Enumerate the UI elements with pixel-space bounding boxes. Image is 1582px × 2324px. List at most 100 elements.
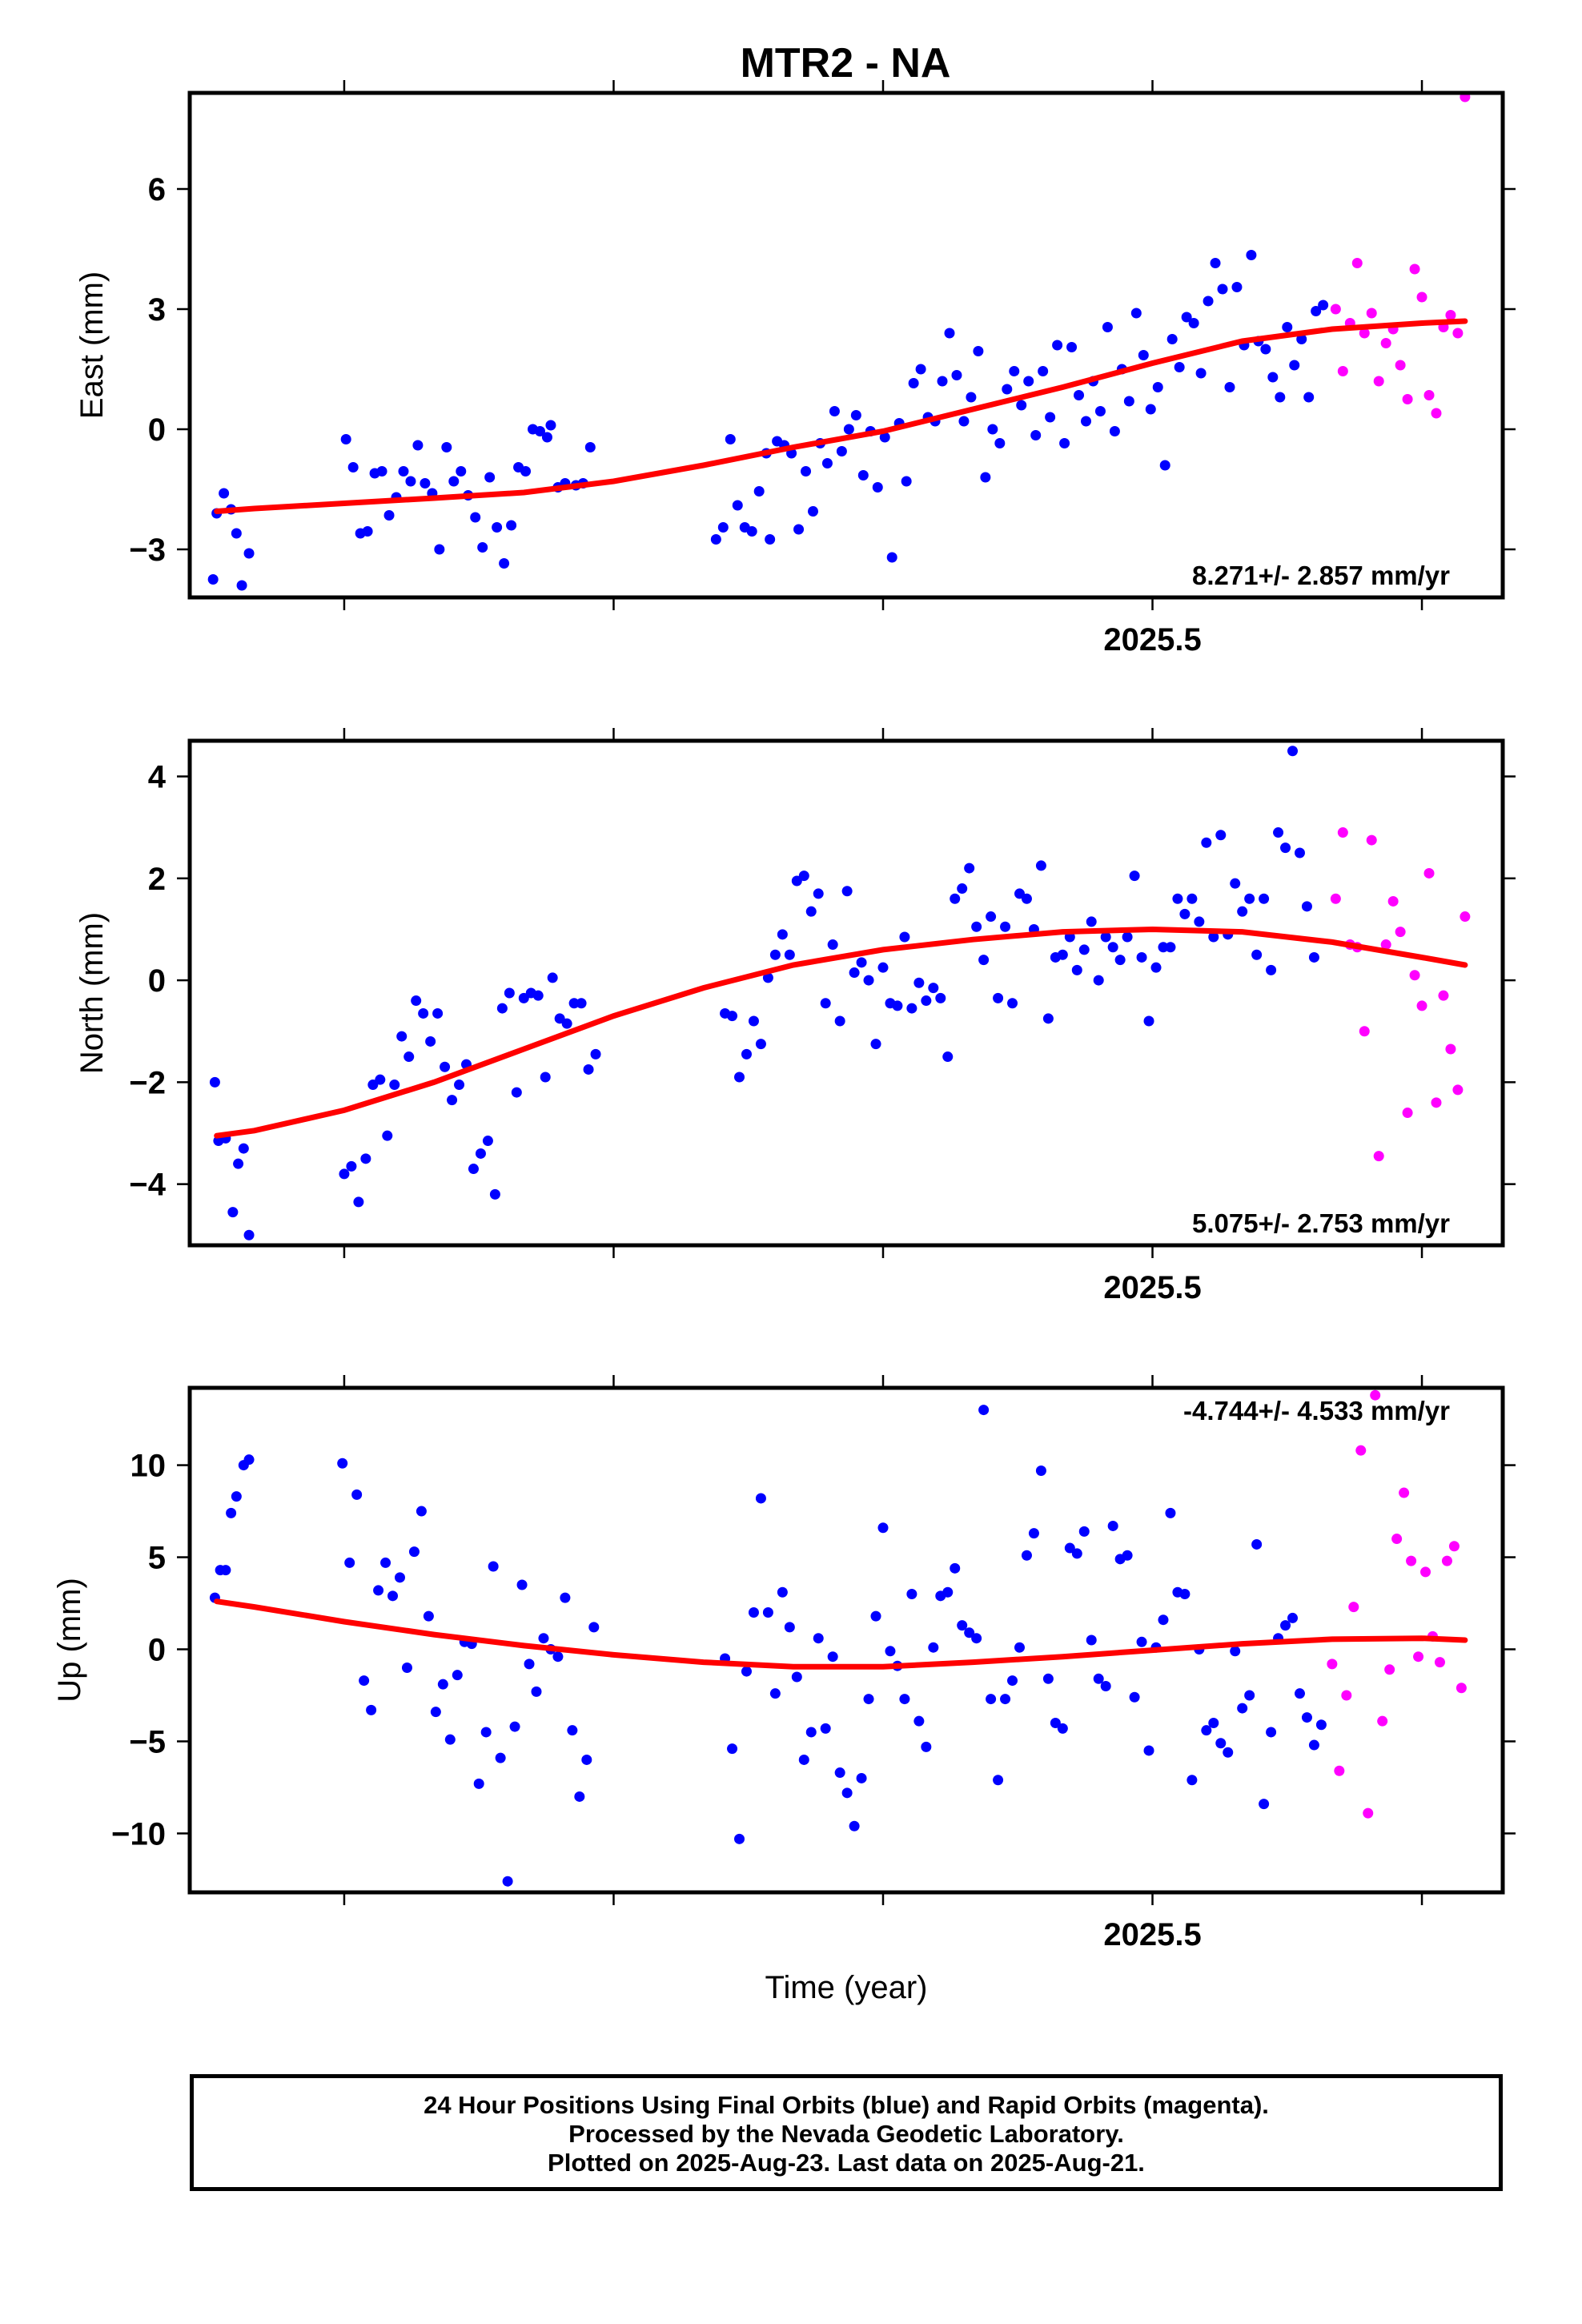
final-orbit-point	[554, 1013, 565, 1024]
final-orbit-point	[408, 1546, 420, 1558]
final-orbit-point	[1201, 837, 1212, 848]
final-orbit-point	[499, 558, 510, 569]
final-orbit-point	[1260, 344, 1271, 355]
final-orbit-point	[456, 466, 467, 476]
rapid-orbit-point	[1341, 1690, 1352, 1701]
final-orbit-point	[1179, 908, 1191, 919]
rapid-orbit-point	[1366, 308, 1377, 319]
final-orbit-point	[957, 1620, 968, 1631]
final-orbit-point	[973, 346, 984, 356]
final-orbit-point	[1064, 1542, 1075, 1554]
final-orbit-point	[382, 1130, 393, 1141]
final-orbit-point	[1203, 296, 1214, 307]
final-orbit-point	[906, 1589, 917, 1600]
final-orbit-point	[1181, 312, 1192, 323]
rapid-orbit-point	[1431, 408, 1442, 419]
final-orbit-point	[423, 1610, 434, 1622]
final-orbit-point	[765, 534, 776, 545]
final-orbit-point	[1188, 318, 1199, 328]
final-orbit-point	[1308, 951, 1319, 963]
final-orbit-point	[798, 1754, 809, 1765]
final-orbit-point	[805, 906, 817, 917]
y-tick-label: 6	[148, 172, 166, 207]
final-orbit-point	[755, 1039, 766, 1050]
final-orbit-point	[834, 1015, 845, 1027]
final-orbit-point	[1071, 964, 1082, 975]
final-orbit-point	[951, 370, 962, 380]
final-orbit-point	[1195, 368, 1207, 379]
final-orbit-point	[827, 939, 838, 951]
final-orbit-point	[899, 1694, 910, 1705]
chart-title: MTR2 - NA	[741, 40, 951, 86]
final-orbit-point	[1066, 342, 1078, 352]
final-orbit-point	[359, 1675, 370, 1687]
final-orbit-point	[226, 1507, 237, 1518]
final-orbit-point	[834, 1767, 845, 1779]
final-orbit-point	[404, 1051, 415, 1063]
final-orbit-point	[734, 1072, 745, 1083]
final-orbit-point	[506, 520, 517, 531]
rapid-orbit-point	[1373, 1151, 1384, 1162]
final-orbit-point	[243, 1454, 255, 1466]
rapid-orbit-point	[1416, 1000, 1427, 1011]
final-orbit-point	[401, 1662, 412, 1673]
final-orbit-point	[986, 1694, 997, 1705]
velocity-annotation: 5.075+/- 2.753 mm/yr	[1192, 1208, 1450, 1238]
final-orbit-point	[1172, 893, 1183, 904]
final-orbit-point	[398, 466, 409, 476]
final-orbit-point	[560, 1592, 571, 1603]
final-orbit-point	[516, 1579, 528, 1590]
final-orbit-point	[367, 1080, 379, 1091]
final-orbit-point	[1123, 396, 1134, 407]
final-orbit-point	[389, 1080, 400, 1091]
y-tick-label: 2	[148, 862, 166, 897]
final-orbit-point	[1259, 1799, 1270, 1810]
final-orbit-point	[524, 1659, 535, 1670]
final-orbit-point	[958, 416, 970, 427]
final-orbit-point	[1014, 1642, 1025, 1653]
final-orbit-point	[1259, 893, 1270, 904]
y-tick-label: 5	[148, 1541, 166, 1576]
final-orbit-point	[915, 364, 926, 375]
final-orbit-point	[1100, 931, 1111, 943]
rapid-orbit-point	[1456, 1683, 1467, 1694]
final-orbit-point	[473, 1778, 484, 1789]
final-orbit-point	[957, 883, 968, 895]
final-orbit-point	[509, 1721, 520, 1732]
final-orbit-point	[1145, 404, 1156, 415]
x-tick-label: 2025.5	[1103, 1917, 1201, 1952]
final-orbit-point	[590, 1048, 601, 1059]
rapid-orbit-point	[1355, 1445, 1367, 1456]
final-orbit-point	[1052, 340, 1063, 351]
final-orbit-point	[1210, 258, 1221, 268]
final-orbit-point	[1296, 334, 1307, 344]
rapid-orbit-point	[1330, 893, 1341, 904]
final-orbit-point	[813, 1633, 824, 1644]
final-orbit-point	[207, 574, 219, 585]
panel-2: 2025.5 −4 −2 0 2 4 North (mm) 5.075+/- 2.753 mm…	[74, 728, 1516, 1305]
final-orbit-point	[849, 1820, 860, 1831]
final-orbit-point	[576, 998, 587, 1009]
y-tick-label: 10	[130, 1449, 167, 1484]
final-orbit-point	[964, 1627, 975, 1638]
y-tick-label: 4	[148, 760, 167, 795]
rapid-orbit-point	[1416, 292, 1427, 303]
final-orbit-point	[545, 420, 556, 431]
final-orbit-point	[552, 1651, 564, 1663]
rapid-orbit-point	[1409, 970, 1420, 981]
rapid-orbit-point	[1363, 1807, 1374, 1819]
final-orbit-point	[1251, 949, 1263, 960]
final-orbit-point	[863, 1694, 874, 1705]
final-orbit-point	[870, 1610, 881, 1622]
final-orbit-point	[233, 1158, 244, 1169]
rapid-orbit-point	[1387, 895, 1399, 907]
final-orbit-point	[347, 462, 359, 472]
final-orbit-point	[437, 1679, 448, 1690]
final-orbit-point	[1158, 942, 1169, 953]
final-orbit-point	[966, 392, 977, 403]
final-orbit-point	[857, 470, 869, 480]
final-orbit-point	[1038, 366, 1049, 376]
final-orbit-point	[734, 1833, 745, 1844]
final-orbit-point	[1150, 962, 1162, 973]
